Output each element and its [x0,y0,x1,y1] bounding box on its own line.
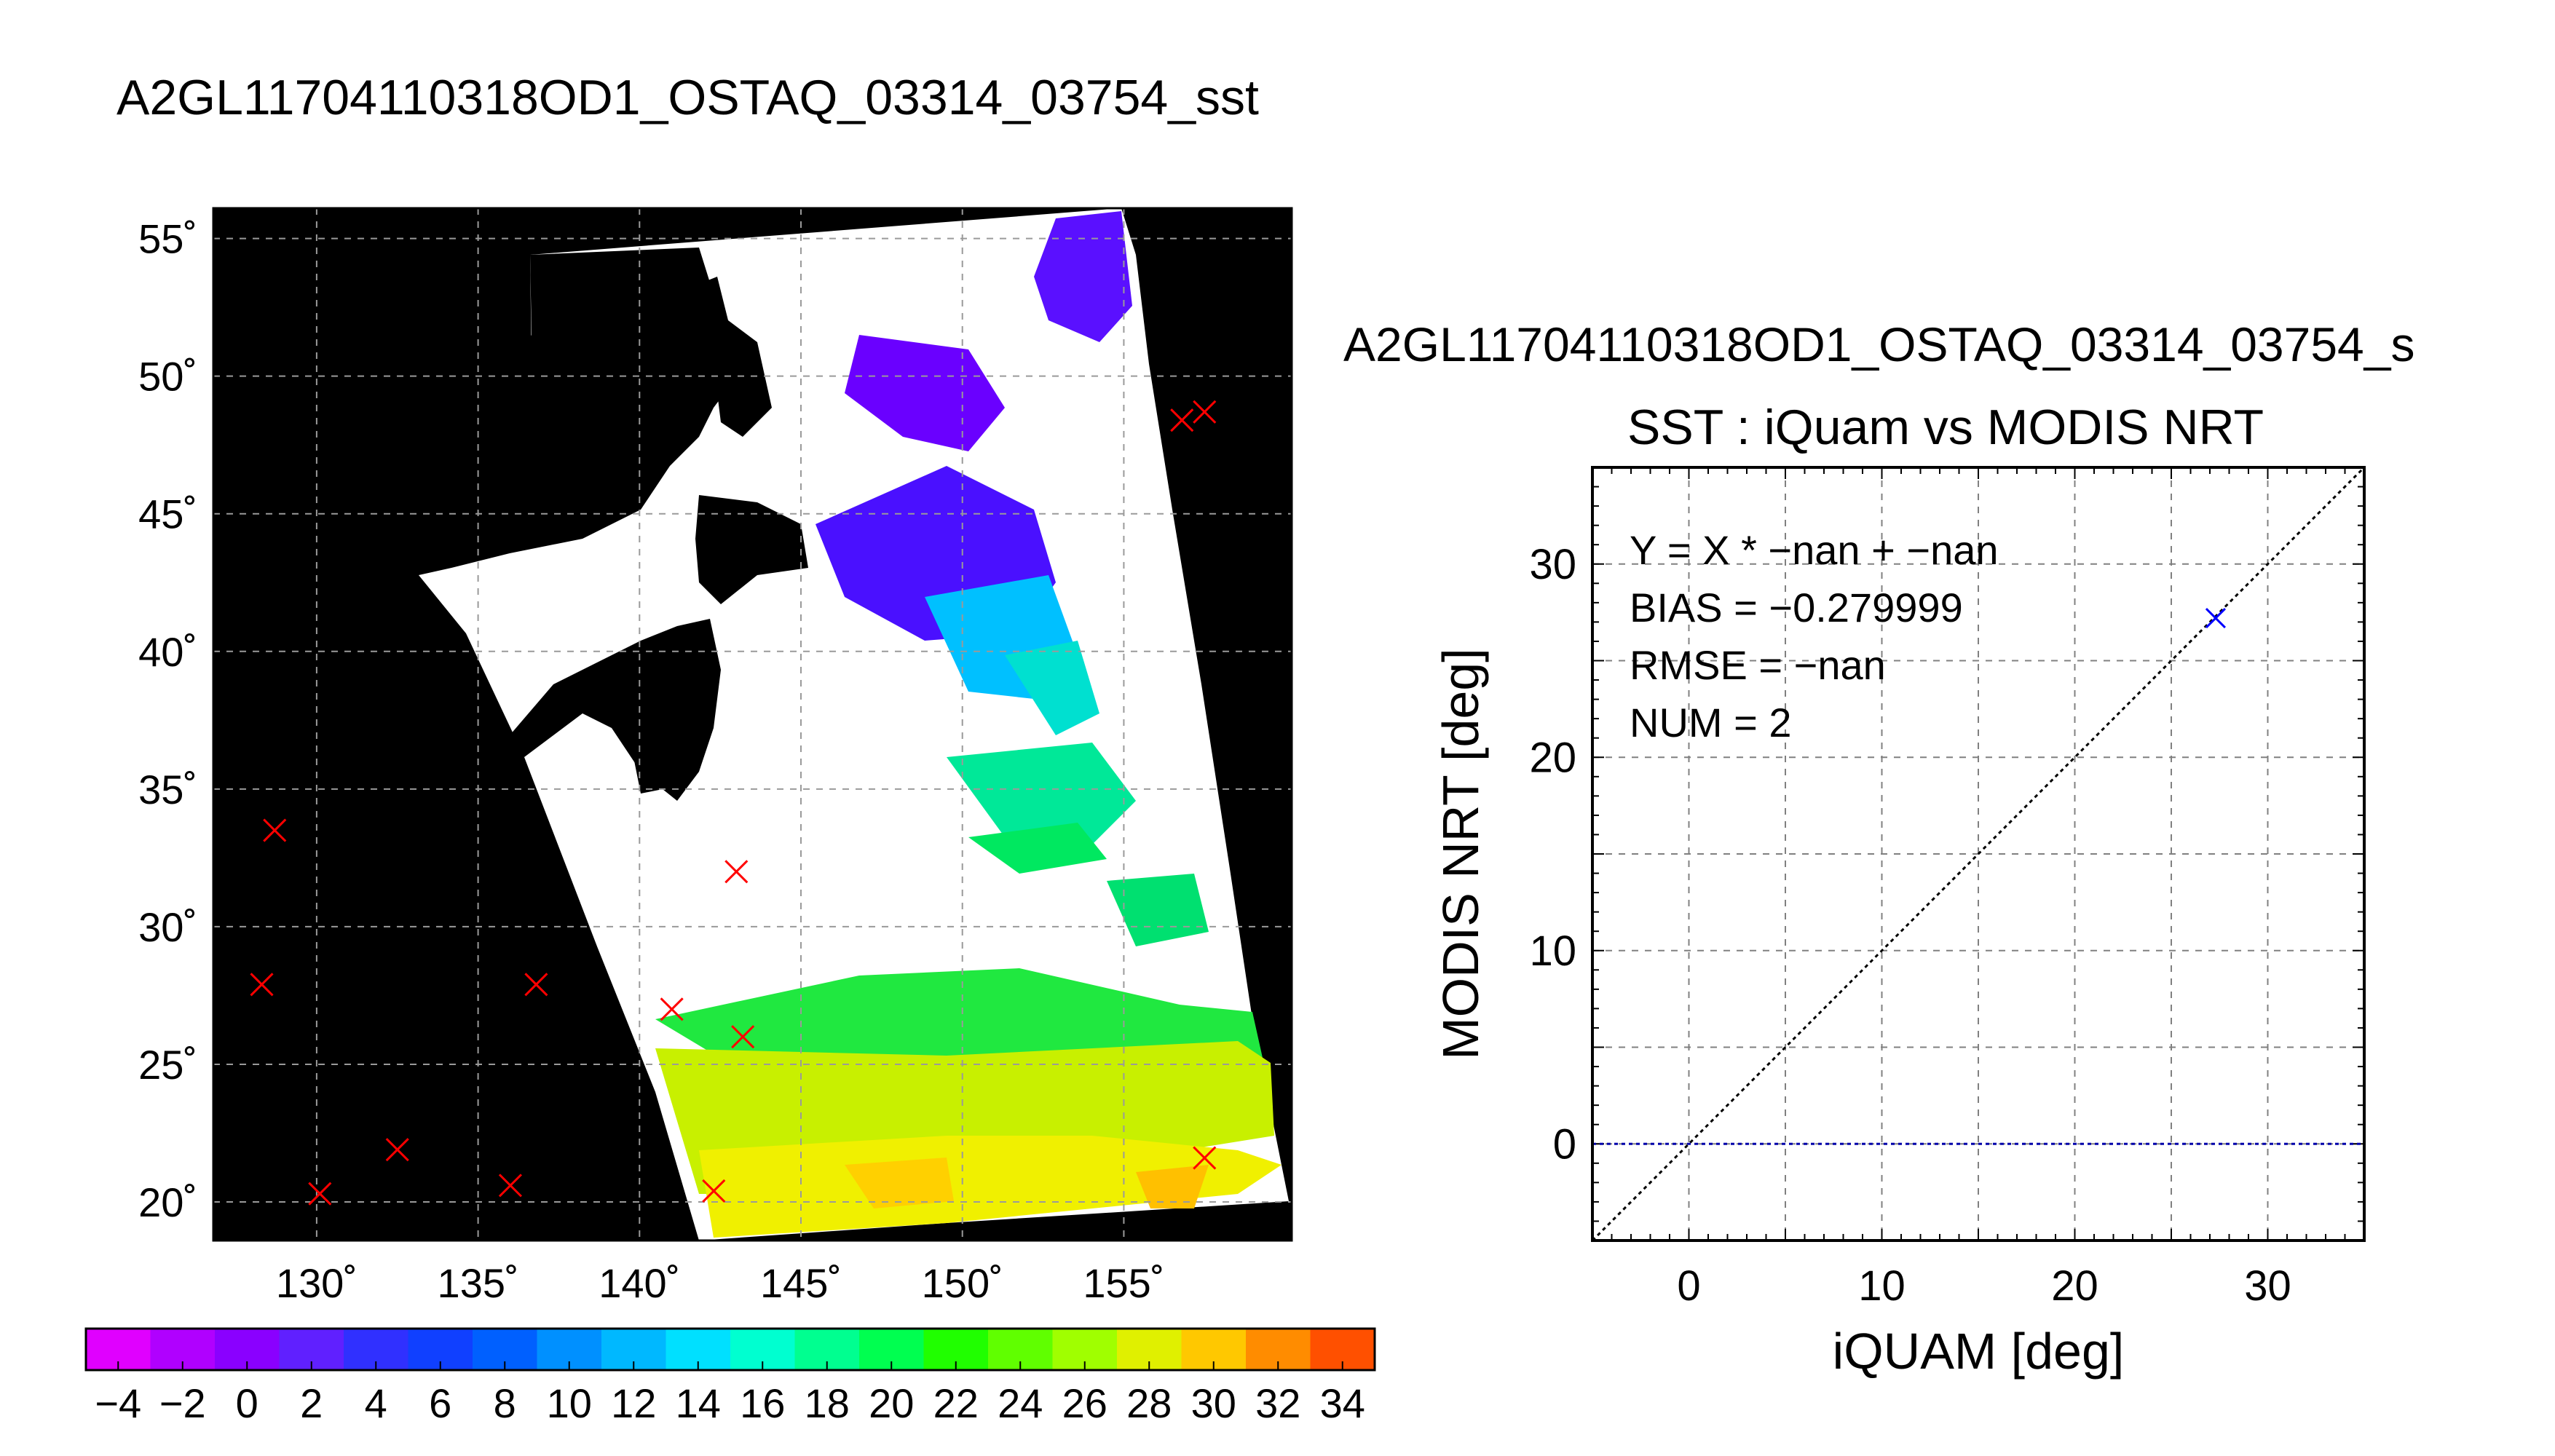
matchup-marker-9 [702,1179,726,1203]
scatter-x-tick-3: 30 [2244,1262,2291,1310]
map-y-tick-1: 25˚ [138,1042,197,1088]
matchup-marker-4 [498,1174,523,1198]
colorbar-tick-3: 2 [300,1380,323,1426]
colorbar-frame [84,1327,1376,1372]
map-x-tick-3: 145˚ [760,1260,842,1306]
scatter-y-tick-0: 0 [1553,1120,1576,1168]
scatter-y-tick-3: 30 [1529,541,1576,588]
colorbar-tick-12: 20 [869,1380,914,1426]
colorbar-tick-5: 6 [429,1380,451,1426]
matchup-marker-5 [524,973,548,997]
colorbar-tick-6: 8 [494,1380,516,1426]
matchup-marker-2 [308,1182,332,1206]
map-title: A2GL11704110318OD1_OSTAQ_03314_03754_sst [117,70,1259,125]
map-x-tick-2: 140˚ [599,1260,680,1306]
matchup-marker-6 [660,997,684,1021]
matchup-marker-7 [724,860,749,884]
colorbar-tick-1: −2 [159,1380,206,1426]
sst-retrievals [655,211,1282,1238]
scatter-points [2205,608,2227,629]
colorbar-tick-9: 14 [676,1380,721,1426]
colorbar-tick-labels: −4 −2 0 2 4 6 8 10 12 14 16 18 20 22 24 26 28 30 32 34 [95,1361,1365,1426]
matchup-marker-0 [263,818,287,842]
colorbar-tick-16: 28 [1126,1380,1172,1426]
colorbar-tick-10: 16 [740,1380,785,1426]
colorbar-tick-4: 4 [365,1380,387,1426]
map-x-tick-4: 150˚ [922,1260,1003,1306]
map-y-tick-6: 50˚ [138,354,197,400]
scatter-x-tick-0: 0 [1677,1262,1700,1310]
colorbar-tick-15: 26 [1062,1380,1107,1426]
rmse-value: RMSE = −nan [1630,642,1886,688]
land-mass [419,248,808,801]
colorbar-tick-13: 22 [933,1380,979,1426]
scatter-point-0 [2205,608,2227,629]
scatter-y-tick-labels: 0 10 20 30 [1529,541,1576,1168]
colorbar-tick-17: 30 [1191,1380,1236,1426]
matchup-marker-8 [731,1025,755,1049]
colorbar-tick-8: 12 [611,1380,656,1426]
matchup-marker-10 [1170,408,1194,432]
num-value: NUM = 2 [1630,700,1792,745]
regression-stats: Y = X * −nan + −nan BIAS = −0.279999 RMS… [1630,527,1999,745]
scatter-file-title: A2GL11704110318OD1_OSTAQ_03314_03754_s [1343,317,2415,371]
scatter-x-tick-labels: 0 10 20 30 [1677,1262,2291,1310]
sst-map [213,208,1292,1241]
map-y-tick-0: 20˚ [138,1179,197,1225]
colorbar-tick-18: 32 [1255,1380,1300,1426]
map-y-tick-5: 45˚ [138,491,197,537]
scatter-x-tick-1: 10 [1858,1262,1906,1310]
map-x-tick-1: 135˚ [438,1260,519,1306]
colorbar-tick-0: −4 [95,1380,141,1426]
scatter-plot: 0 10 20 30 0 10 20 30 iQUAM [deg] MODIS NRT [d… [1432,466,2366,1380]
map-x-tick-labels: 130˚ 135˚ 140˚ 145˚ 150˚ 155˚ [276,1260,1165,1306]
colorbar-tick-2: 0 [236,1380,258,1426]
matchup-markers [250,400,1217,1206]
scatter-y-tick-1: 10 [1529,927,1576,975]
scatter-x-axis-label: iQUAM [deg] [1833,1323,2125,1380]
scatter-frame [1591,466,2366,1242]
scatter-subtitle: SST : iQuam vs MODIS NRT [1627,400,2264,455]
bias-value: BIAS = −0.279999 [1630,585,1963,630]
sst-colorbar [84,1327,1376,1372]
matchup-marker-12 [1193,1146,1217,1170]
map-y-tick-3: 35˚ [138,767,197,812]
matchup-marker-1 [250,973,274,997]
colorbar-tick-19: 34 [1320,1380,1365,1426]
map-y-tick-4: 40˚ [138,629,197,675]
fit-equation: Y = X * −nan + −nan [1630,527,1999,573]
matchup-marker-3 [385,1138,409,1162]
colorbar-tick-14: 24 [998,1380,1043,1426]
scatter-y-tick-2: 20 [1529,734,1576,781]
map-x-tick-0: 130˚ [276,1260,358,1306]
colorbar-tick-11: 18 [805,1380,850,1426]
scatter-x-tick-2: 20 [2051,1262,2098,1310]
colorbar-tick-7: 10 [547,1380,592,1426]
map-y-tick-labels: 20˚ 25˚ 30˚ 35˚ 40˚ 45˚ 50˚ 55˚ [138,216,197,1225]
map-frame [212,207,1293,1242]
matchup-marker-11 [1193,400,1217,424]
map-y-tick-2: 30˚ [138,904,197,950]
scatter-y-axis-label: MODIS NRT [deg] [1432,648,1489,1059]
map-y-tick-7: 55˚ [138,216,197,262]
one-to-one-line [1591,466,2366,1242]
map-x-tick-5: 155˚ [1083,1260,1164,1306]
map-gridlines [213,208,1292,1241]
